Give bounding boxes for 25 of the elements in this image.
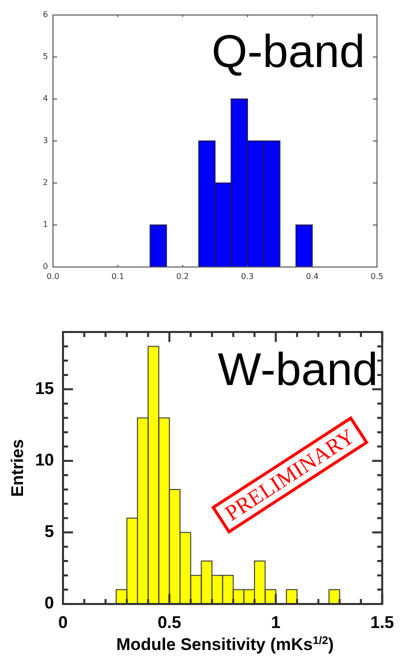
y-tick-label: 2: [42, 178, 48, 188]
x-tick-label: 0.5: [158, 612, 182, 632]
x-tick-label: 0.0: [46, 272, 60, 281]
x-tick-label: 0.5: [370, 272, 384, 281]
y-tick-label: 6: [42, 10, 48, 20]
y-tick-label: 3: [42, 136, 48, 146]
x-tick-label: 1.5: [370, 612, 394, 632]
y-tick-label: 0: [42, 262, 48, 272]
x-axis-title: Module Sensitivity (mKs$^{1/2}$): [116, 634, 334, 656]
x-tick-label: 1: [271, 612, 281, 632]
y-axis-title: Entries: [8, 439, 27, 497]
x-tick-label: 0.3: [241, 272, 254, 281]
y-tick-label: 5: [44, 522, 54, 542]
y-tick-label: 15: [35, 378, 54, 398]
x-tick-label: 0.1: [111, 272, 124, 281]
annotation: Q-band: [212, 25, 365, 77]
y-tick-label: 0: [44, 594, 54, 613]
y-tick-label: 4: [42, 94, 48, 104]
y-tick-label: 5: [42, 52, 48, 62]
y-tick-label: 10: [35, 450, 54, 470]
x-tick-label: 0.4: [306, 272, 319, 281]
y-tick-label: 1: [42, 220, 48, 230]
x-tick-label: 0.2: [176, 272, 189, 281]
annotation: W-band: [218, 343, 378, 395]
x-tick-label: 0: [58, 612, 68, 632]
